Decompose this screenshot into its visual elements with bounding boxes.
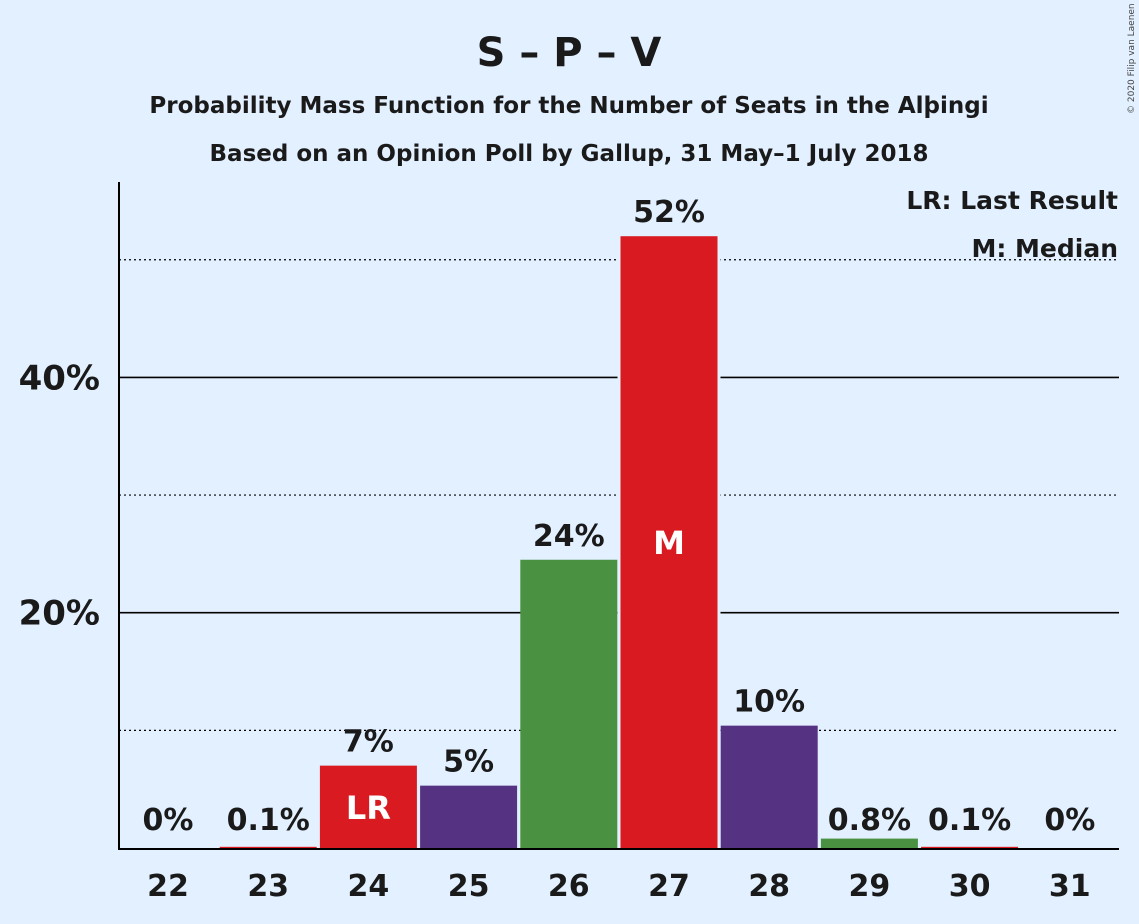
chart-subtitle-2: Based on an Opinion Poll by Gallup, 31 M…	[210, 141, 929, 167]
x-tick-label-31: 31	[1049, 869, 1091, 904]
value-label-23: 0.1%	[227, 803, 310, 838]
copyright-notice: © 2020 Filip van Laenen	[1127, 3, 1137, 114]
x-tick-label-22: 22	[147, 869, 189, 904]
x-tick-label-30: 30	[949, 869, 991, 904]
bar-seats-29	[820, 838, 918, 848]
bar-seats-24	[319, 765, 417, 848]
bar-layer	[219, 236, 1019, 849]
value-label-25: 5%	[443, 745, 494, 780]
y-tick-label: 40%	[19, 358, 100, 398]
value-label-30: 0.1%	[928, 803, 1011, 838]
label-layer: 20% 40% 0% 22 0.1% 23 7% 24 LR 5% 25 24% 26 52% 27 M 10%…	[19, 195, 1096, 904]
x-tick-label-25: 25	[448, 869, 490, 904]
bar-seats-28	[720, 725, 818, 848]
x-tick-label-26: 26	[548, 869, 590, 904]
last-result-marker: LR	[346, 789, 391, 827]
bar-seats-26	[520, 559, 618, 848]
bar-seats-23	[219, 846, 317, 848]
value-label-31: 0%	[1044, 803, 1095, 838]
chart-title: S – P – V	[477, 30, 662, 76]
grid-layer	[119, 236, 1119, 849]
bar-seats-27	[620, 236, 718, 849]
legend-median: M: Median	[971, 234, 1118, 263]
chart-subtitle-1: Probability Mass Function for the Number…	[149, 93, 988, 119]
value-label-28: 10%	[733, 685, 805, 720]
bar-seats-30	[921, 846, 1019, 848]
bar-seats-25	[420, 785, 518, 848]
x-tick-label-24: 24	[348, 869, 390, 904]
legend-last-result: LR: Last Result	[906, 186, 1118, 215]
median-marker: M	[653, 524, 685, 562]
value-label-29: 0.8%	[828, 803, 911, 838]
x-tick-label-29: 29	[849, 869, 891, 904]
value-label-26: 24%	[533, 519, 605, 554]
value-label-27: 52%	[633, 195, 705, 230]
y-tick-label: 20%	[19, 594, 100, 634]
x-tick-label-23: 23	[247, 869, 289, 904]
value-label-22: 0%	[143, 803, 194, 838]
x-tick-label-28: 28	[748, 869, 790, 904]
x-tick-label-27: 27	[648, 869, 690, 904]
value-label-24: 7%	[343, 725, 394, 760]
